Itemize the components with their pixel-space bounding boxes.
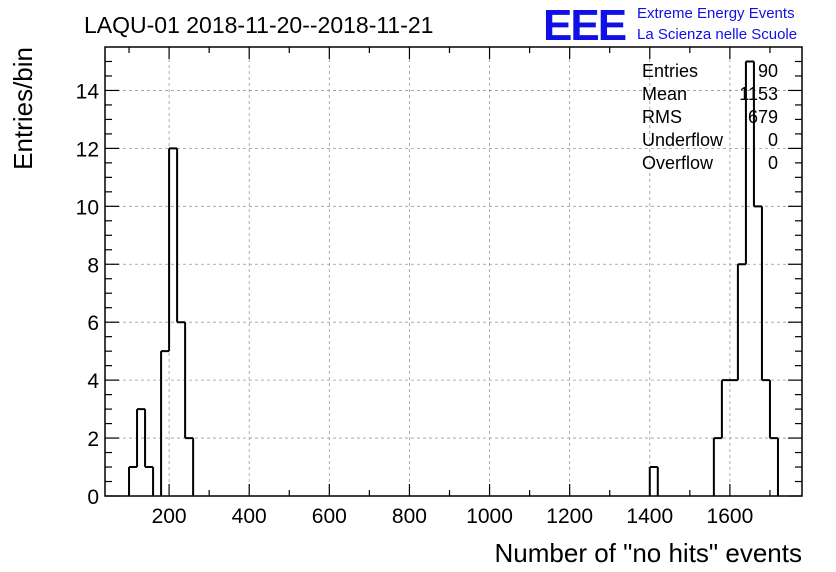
y-tick-label: 12: [76, 138, 99, 161]
stats-value: 0: [768, 130, 778, 150]
y-tick-label: 6: [87, 312, 99, 335]
stats-value: 679: [748, 107, 778, 127]
x-tick-label: 1600: [707, 505, 754, 528]
x-tick-label: 400: [232, 505, 267, 528]
stats-value: 90: [758, 61, 778, 81]
histogram-bin: [185, 438, 193, 496]
histogram-bin: [137, 409, 145, 496]
stats-label: Entries: [642, 61, 698, 81]
stats-label: Overflow: [642, 153, 714, 173]
tick-labels: 200 400 600 800 1000 1200 1400 1600 0 2 4 6 8 10 12 14: [76, 80, 754, 528]
logo-line2: La Scienza nelle Scuole: [637, 26, 797, 43]
histogram-bin: [650, 467, 658, 496]
stats-label: RMS: [642, 107, 682, 127]
histogram-outline: [128, 60, 779, 496]
histogram-bin: [177, 322, 185, 496]
histogram-bin: [722, 380, 730, 496]
eee-logo: EEE Extreme Energy Events La Scienza nel…: [543, 1, 797, 50]
y-axis-label: Entries/bin: [8, 47, 38, 170]
stats-box: Entries 90 Mean 1153 RMS 679 Underflow 0 Overflo…: [642, 61, 778, 173]
y-tick-label: 14: [76, 80, 100, 103]
histogram-bin: [169, 148, 177, 496]
chart-title: LAQU-01 2018-11-20--2018-11-21: [84, 12, 433, 38]
logo-mark: EEE: [543, 1, 626, 50]
histogram-bin: [714, 438, 722, 496]
x-tick-label: 800: [392, 505, 427, 528]
histogram-bin: [762, 380, 770, 496]
logo-line1: Extreme Energy Events: [637, 5, 795, 22]
y-tick-label: 8: [87, 254, 99, 277]
histogram-bin: [145, 467, 153, 496]
histogram-series: [128, 60, 779, 496]
stats-label: Underflow: [642, 130, 724, 150]
stats-value: 1153: [739, 84, 778, 104]
x-tick-label: 1400: [626, 505, 673, 528]
histogram-bin: [738, 264, 746, 496]
histogram-bin: [754, 206, 762, 496]
x-tick-label: 1200: [546, 505, 593, 528]
y-tick-label: 2: [87, 428, 99, 451]
x-tick-label: 1000: [466, 505, 513, 528]
grid-lines: [105, 47, 802, 496]
y-tick-label: 0: [87, 486, 99, 509]
x-axis-label: Number of "no hits" events: [495, 538, 803, 568]
axis-ticks: [105, 47, 802, 497]
histogram-bin: [129, 467, 137, 496]
histogram-bin: [161, 351, 169, 496]
stats-label: Mean: [642, 84, 687, 104]
y-tick-label: 10: [76, 196, 99, 219]
x-tick-label: 200: [152, 505, 187, 528]
plot-frame: [104, 46, 803, 497]
y-tick-label: 4: [87, 370, 99, 393]
histogram-bin: [770, 438, 778, 496]
stats-value: 0: [768, 153, 778, 173]
histogram-bin: [730, 380, 738, 496]
x-tick-label: 600: [312, 505, 347, 528]
